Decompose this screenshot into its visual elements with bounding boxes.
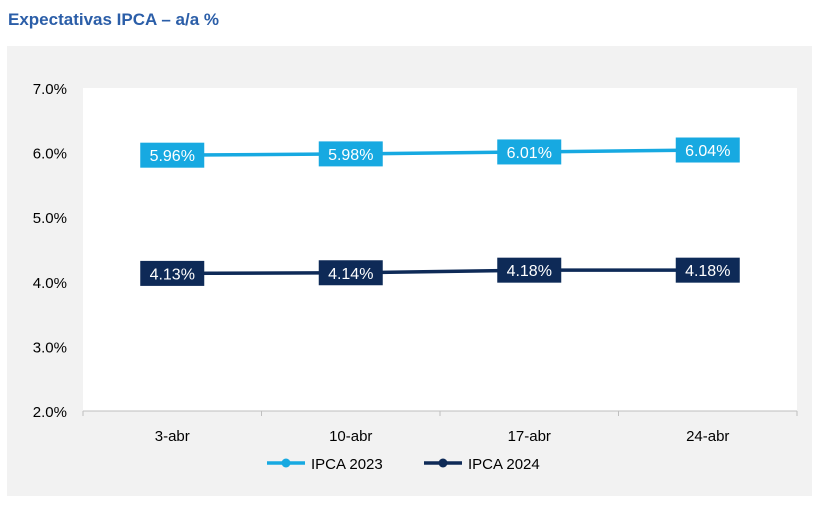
data-label-box [675, 137, 740, 163]
series-line-2 [172, 268, 708, 276]
data-label-box [675, 257, 740, 283]
series-line-1 [172, 148, 708, 157]
data-label: 5.98% [328, 147, 373, 164]
data-label: 5.96% [150, 148, 195, 165]
legend-label-1: IPCA 2023 [311, 456, 383, 473]
data-label: 4.13% [150, 266, 195, 283]
y-tick-label: 4.0% [33, 275, 67, 292]
data-label: 6.01% [507, 145, 552, 162]
x-tick-label: 3-abr [155, 428, 190, 445]
data-label-box [140, 142, 205, 168]
data-label-box [318, 141, 383, 167]
data-label-box [497, 139, 562, 165]
legend-label-2: IPCA 2024 [468, 456, 540, 473]
data-label: 4.18% [685, 263, 730, 280]
data-label-box [497, 257, 562, 283]
x-tick-label: 10-abr [329, 428, 372, 445]
y-tick-label: 2.0% [33, 404, 67, 421]
x-tick-label: 24-abr [686, 428, 729, 445]
y-tick-label: 5.0% [33, 210, 67, 227]
data-label-box [318, 260, 383, 286]
legend-marker-2 [438, 458, 448, 468]
y-tick-label: 6.0% [33, 146, 67, 163]
data-label: 4.14% [328, 266, 373, 283]
data-label: 6.04% [685, 143, 730, 160]
y-tick-label: 3.0% [33, 339, 67, 356]
plot-area [83, 88, 797, 411]
chart-title: Expectativas IPCA – a/a % [8, 10, 220, 29]
data-label: 4.18% [507, 263, 552, 280]
x-tick-label: 17-abr [508, 428, 551, 445]
legend-marker-1 [281, 458, 291, 468]
y-tick-label: 7.0% [33, 81, 67, 98]
data-label-box [140, 260, 205, 286]
